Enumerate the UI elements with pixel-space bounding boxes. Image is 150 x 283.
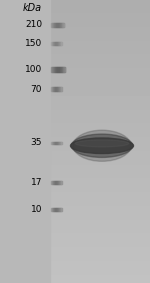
Ellipse shape: [70, 138, 134, 153]
Text: 70: 70: [30, 85, 42, 94]
Ellipse shape: [71, 134, 133, 157]
Ellipse shape: [75, 140, 129, 147]
Text: 10: 10: [30, 205, 42, 214]
Text: 210: 210: [25, 20, 42, 29]
Text: 100: 100: [25, 65, 42, 74]
Text: 17: 17: [30, 178, 42, 187]
Text: kDa: kDa: [23, 3, 42, 13]
Ellipse shape: [73, 130, 131, 161]
Text: 150: 150: [25, 39, 42, 48]
Text: 35: 35: [30, 138, 42, 147]
